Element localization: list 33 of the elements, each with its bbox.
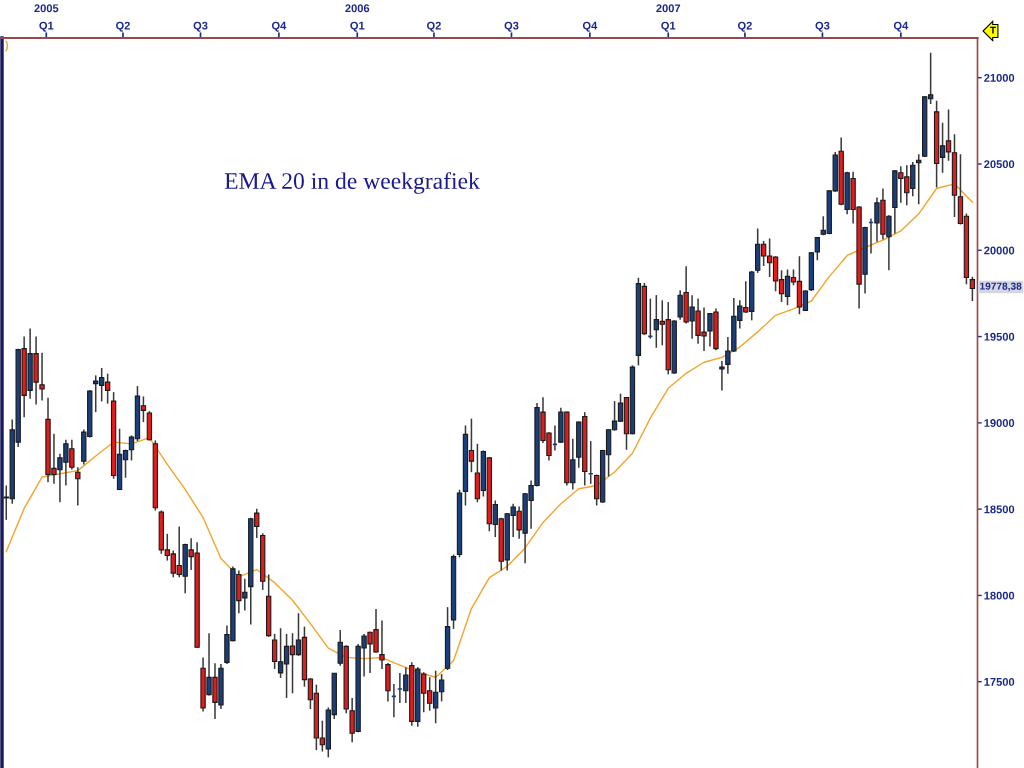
text: 19778,38 (980, 282, 1022, 292)
x-tick-label: Q3 (504, 21, 519, 32)
x-tick-label: Q4 (271, 21, 287, 32)
x-tick-label: Q1 (350, 21, 365, 32)
x-tick-label: Q1 (39, 21, 54, 32)
candlestick (39, 352, 45, 402)
x-tick-label: Q3 (193, 21, 208, 32)
x-tick-label: Q3 (815, 21, 830, 32)
y-tick-label: 20500 (984, 160, 1015, 169)
y-tick-label: 18500 (984, 505, 1015, 514)
x2-tick-label: 2007 (656, 4, 681, 13)
y-tick-label: 21000 (984, 73, 1015, 82)
x-tick-label: Q2 (116, 21, 130, 32)
y-tick-label: 20000 (984, 246, 1015, 255)
candlestick (969, 276, 976, 302)
x-tick-label: Q2 (737, 21, 752, 32)
x-tick-label: Q4 (582, 21, 598, 32)
y-tick-label: 19500 (984, 332, 1015, 341)
text: T (990, 26, 996, 34)
x-tick-label: Q4 (893, 21, 909, 32)
candlestick (438, 673, 445, 703)
x2-tick-label: 2006 (345, 4, 370, 13)
x2-tick-label: 2005 (34, 4, 59, 13)
annotation: ) (5, 40, 9, 52)
candlestick (719, 360, 725, 392)
y-tick-label: 18000 (984, 591, 1015, 600)
candlestick (379, 619, 385, 670)
candlestick (75, 466, 81, 507)
y-tick-label: 17500 (984, 677, 1015, 686)
x-tick-label: Q2 (426, 21, 441, 32)
x-tick-label: Q1 (661, 21, 676, 32)
text: EMA 20 in de weekgrafiek (224, 172, 480, 194)
y-tick-label: 19000 (984, 419, 1015, 427)
